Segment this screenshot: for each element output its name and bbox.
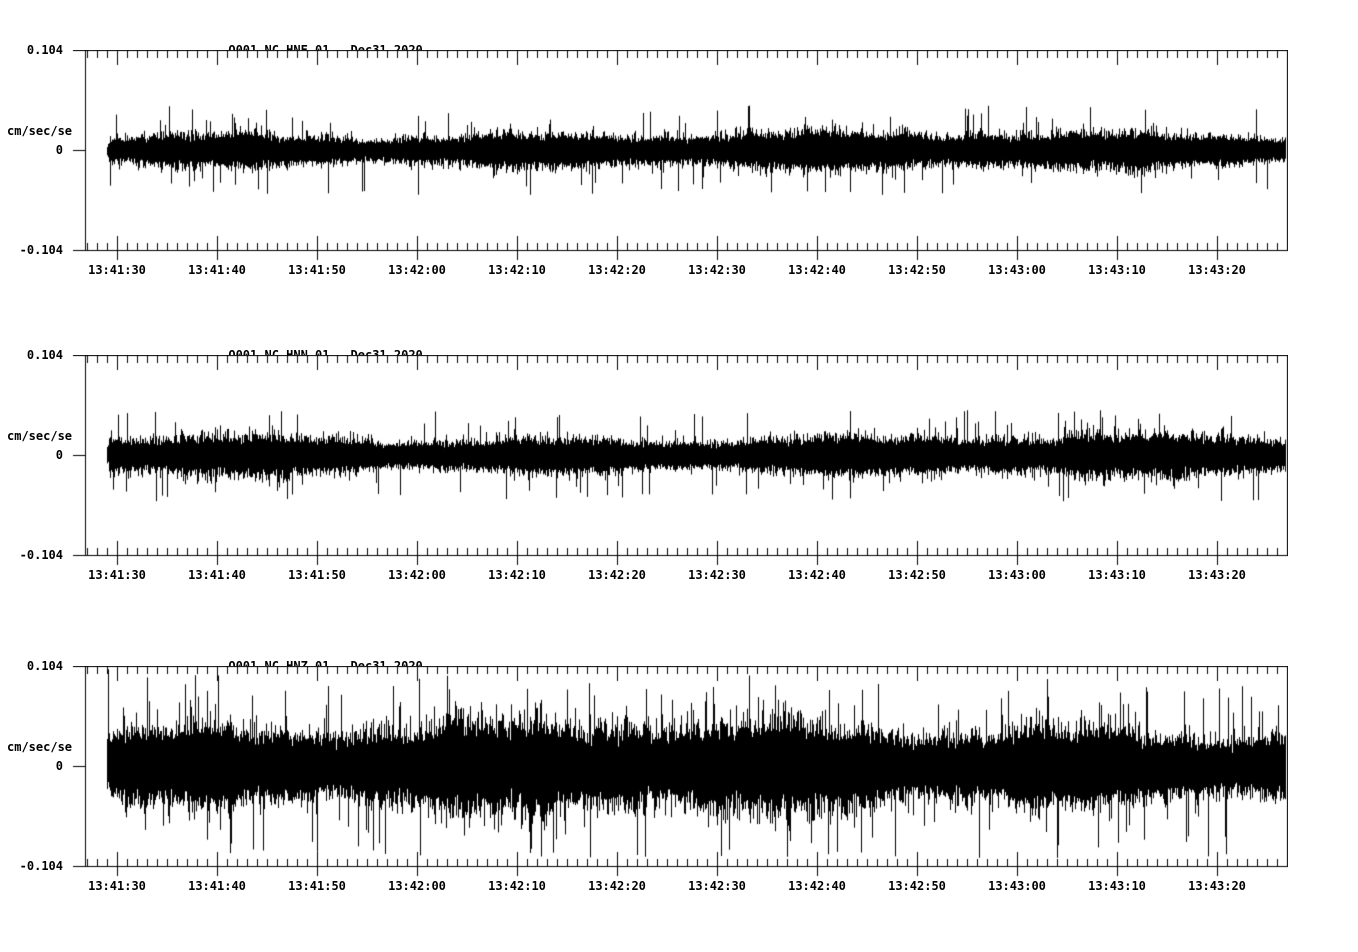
ytick-zero-label: 0 — [55, 759, 63, 773]
time-tick-label: 13:43:10 — [1088, 568, 1146, 582]
time-tick-label: 13:43:20 — [1188, 568, 1246, 582]
time-tick-label: 13:41:50 — [288, 879, 346, 893]
time-tick-label: 13:42:50 — [888, 568, 946, 582]
ytick-zero-label: 0 — [55, 448, 63, 462]
waveform-plot-hne — [72, 50, 1288, 262]
time-tick-label: 13:42:20 — [588, 568, 646, 582]
ytick-max-label: 0.104 — [26, 659, 63, 673]
time-tick-label: 13:42:30 — [688, 263, 746, 277]
time-axis-labels: 13:41:30 13:41:40 13:41:50 13:42:00 13:42:10… — [72, 879, 1288, 894]
time-tick-label: 13:43:00 — [988, 879, 1046, 893]
ytick-min-label: -0.104 — [19, 859, 63, 873]
ytick-min-label: -0.104 — [19, 548, 63, 562]
time-tick-label: 13:42:40 — [788, 879, 846, 893]
time-tick-label: 13:41:30 — [88, 263, 146, 277]
seismogram-panel-hne: O001_NC_HNE_01Dec31,2020 0.104 cm/sec/se… — [0, 31, 1358, 336]
time-axis-labels: 13:41:30 13:41:40 13:41:50 13:42:00 13:42:10… — [72, 263, 1288, 278]
time-tick-label: 13:41:40 — [188, 568, 246, 582]
y-axis-units-label: cm/sec/sec — [7, 124, 80, 138]
time-tick-label: 13:42:10 — [488, 263, 546, 277]
time-tick-label: 13:42:50 — [888, 879, 946, 893]
time-tick-label: 13:43:00 — [988, 263, 1046, 277]
time-axis-labels: 13:41:30 13:41:40 13:41:50 13:42:00 13:42:10… — [72, 568, 1288, 583]
ytick-max-label: 0.104 — [26, 348, 63, 362]
time-tick-label: 13:43:20 — [1188, 263, 1246, 277]
time-tick-label: 13:43:10 — [1088, 879, 1146, 893]
time-tick-label: 13:42:10 — [488, 879, 546, 893]
time-tick-label: 13:41:40 — [188, 263, 246, 277]
waveform-plot-hnn — [72, 355, 1288, 567]
time-tick-label: 13:41:30 — [88, 568, 146, 582]
seismogram-panel-hnz: O001_NC_HNZ_01Dec31,2020 0.104 cm/sec/se… — [0, 647, 1358, 952]
time-tick-label: 13:43:00 — [988, 568, 1046, 582]
time-tick-label: 13:42:00 — [388, 263, 446, 277]
time-tick-label: 13:42:30 — [688, 568, 746, 582]
ytick-max-label: 0.104 — [26, 43, 63, 57]
time-tick-label: 13:41:40 — [188, 879, 246, 893]
time-tick-label: 13:43:20 — [1188, 879, 1246, 893]
ytick-min-label: -0.104 — [19, 243, 63, 257]
time-tick-label: 13:42:50 — [888, 263, 946, 277]
y-axis-units-label: cm/sec/sec — [7, 429, 80, 443]
time-tick-label: 13:41:50 — [288, 263, 346, 277]
seismogram-figure: O001_NC_HNE_01Dec31,2020 0.104 cm/sec/se… — [0, 31, 1358, 893]
time-tick-label: 13:42:40 — [788, 263, 846, 277]
waveform-plot-hnz — [72, 666, 1288, 878]
time-tick-label: 13:41:30 — [88, 879, 146, 893]
ytick-zero-label: 0 — [55, 143, 63, 157]
time-tick-label: 13:41:50 — [288, 568, 346, 582]
time-tick-label: 13:42:20 — [588, 263, 646, 277]
time-tick-label: 13:42:10 — [488, 568, 546, 582]
time-tick-label: 13:42:40 — [788, 568, 846, 582]
time-tick-label: 13:43:10 — [1088, 263, 1146, 277]
time-tick-label: 13:42:00 — [388, 568, 446, 582]
time-tick-label: 13:42:20 — [588, 879, 646, 893]
seismogram-panel-hnn: O001_NC_HNN_01Dec31,2020 0.104 cm/sec/se… — [0, 336, 1358, 641]
time-tick-label: 13:42:00 — [388, 879, 446, 893]
time-tick-label: 13:42:30 — [688, 879, 746, 893]
y-axis-units-label: cm/sec/sec — [7, 740, 80, 754]
